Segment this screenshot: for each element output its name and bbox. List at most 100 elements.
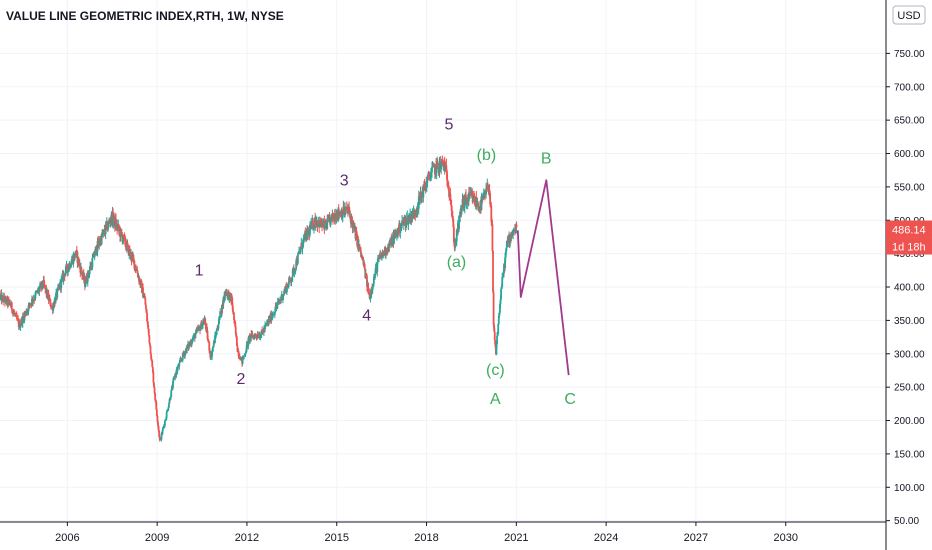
candle [84,274,86,291]
candle-body [334,219,337,221]
candle [257,331,260,338]
candle-body [119,229,122,237]
candle-body [195,329,198,331]
candle-body [238,356,241,359]
candle-body [416,206,419,212]
candle [153,382,155,388]
candle-body [423,184,425,186]
candle-body [206,330,209,339]
candle [291,267,294,282]
candle-body [18,322,21,328]
candle-body [500,288,502,300]
candle-body [148,335,151,344]
candle-body [235,336,238,347]
candle [195,327,198,334]
candle-body [181,359,184,361]
candle-body [275,306,277,309]
candle [421,186,424,196]
candle [294,268,297,275]
candle-body [231,305,234,312]
candle-body [403,219,406,222]
y-tick-label: 250.00 [894,383,925,394]
candle [482,188,485,199]
candle-body [264,324,266,330]
candle-body [244,352,247,355]
candle [81,269,83,280]
x-tick-label: 2018 [414,532,438,544]
candle-body [23,313,26,321]
candle-body [405,218,408,224]
candle [264,321,266,333]
currency-button-bg[interactable] [892,5,926,25]
candle-body [156,416,159,422]
candle-body [419,197,421,201]
candle [446,173,449,188]
candle-body [122,234,125,240]
candle-body [214,335,216,344]
candle-body [208,342,211,351]
candle-body [138,276,140,282]
candle [275,307,278,312]
candle-body [31,298,34,303]
candle-body [86,281,89,283]
candle-body [208,350,211,353]
y-tick-label: 200.00 [894,416,925,427]
candle-body [455,241,458,244]
candle [132,252,135,264]
candle-body [130,252,132,259]
candle-body [477,202,479,207]
candle [43,275,45,287]
candle-body [239,357,242,361]
currency-label[interactable]: USD [897,10,920,22]
candle-body [485,188,488,195]
candle-body [364,269,367,278]
candle-body [39,284,41,289]
candle-body [107,221,110,227]
candle-body [293,269,296,274]
candle-body [218,317,220,325]
candle-body [169,396,172,400]
candle-body [108,221,111,223]
candle [404,215,407,232]
candle [135,264,138,271]
candle-body [389,240,392,242]
y-tick-label: 100.00 [894,483,925,494]
currency-button[interactable]: USD [892,5,926,25]
candle [480,193,483,211]
candle [91,253,94,271]
candle-body [387,243,390,252]
candle [311,217,314,231]
candle-body [359,247,362,253]
candle-body [467,192,470,202]
candle-body [261,331,264,333]
candle-body [451,210,454,217]
candle [307,226,310,240]
candle-body [94,249,97,256]
candle-body [401,220,404,222]
candle-body [431,166,433,173]
wave-label: A [490,391,501,408]
candle-body [289,278,292,280]
candle-body [19,325,22,328]
candle-body [503,264,505,274]
candle [226,291,229,301]
candle-body [386,248,389,251]
candle [286,284,288,296]
candle-body [260,334,262,338]
candle-body [252,335,255,337]
candle-body [86,271,89,282]
candle-body [158,430,161,437]
candle [492,288,495,329]
countdown-tag: 1d 18h [886,237,932,255]
candle [242,355,245,360]
candle-body [404,218,407,227]
candle-body [47,293,50,301]
candle-body [81,271,83,276]
candle-body [161,433,163,435]
candle-body [41,281,44,287]
candle-body [175,369,178,375]
candle [485,182,488,199]
candle [303,236,306,243]
candle-body [505,240,508,248]
